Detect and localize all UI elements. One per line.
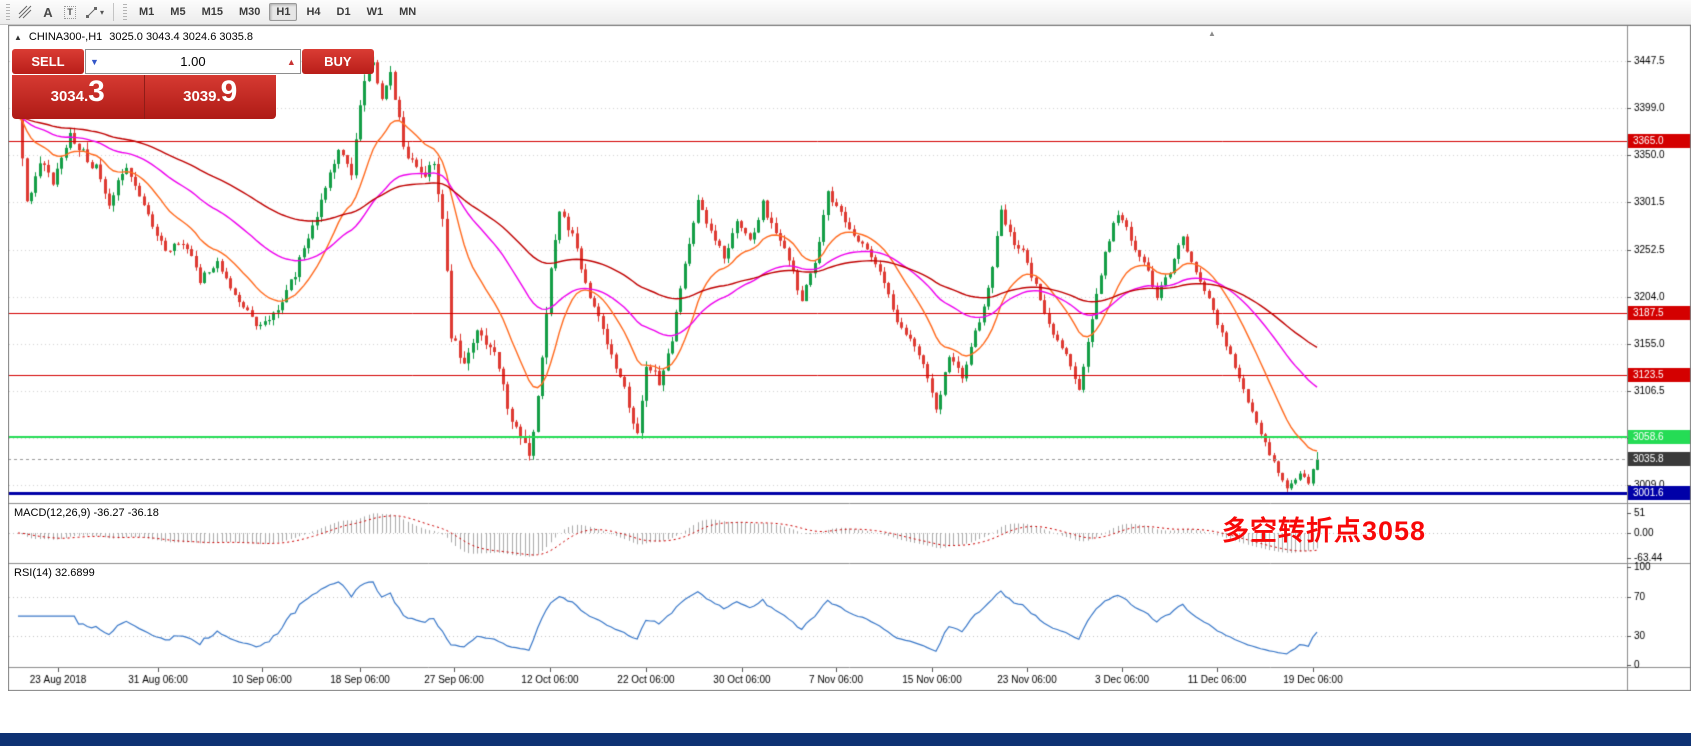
timeframe-m1-button[interactable]: M1	[132, 3, 161, 21]
timeframe-w1-button[interactable]: W1	[360, 3, 391, 21]
timeframe-m15-button[interactable]: M15	[195, 3, 230, 21]
one-click-trading-panel: SELL ▼ ▲ BUY 3034. 3 3039. 9	[12, 49, 374, 119]
timeframe-mn-button[interactable]: MN	[392, 3, 423, 21]
sell-price-big-digit: 3	[88, 75, 105, 108]
sell-button[interactable]: SELL	[12, 49, 84, 74]
hatch-icon	[18, 5, 32, 18]
chart-text-annotation: 多空转折点3058	[1222, 516, 1427, 546]
macd-indicator-label: MACD(12,26,9) -36.27 -36.18	[14, 507, 159, 519]
sell-price-head: 3034.	[50, 88, 89, 105]
status-bar	[0, 733, 1691, 746]
label-tool-button[interactable]: T	[60, 2, 80, 22]
volume-input[interactable]	[102, 53, 283, 70]
buy-price[interactable]: 3039. 9	[144, 75, 276, 119]
symbol-period-label: CHINA300-,H1	[28, 31, 103, 43]
chart-window: ▲ CHINA300-,H1 3025.0 3043.4 3024.6 3035…	[8, 25, 1691, 691]
timeframe-h4-button[interactable]: H4	[299, 3, 327, 21]
timeframe-grip[interactable]	[123, 4, 128, 20]
crosshair-tool-button[interactable]	[15, 2, 36, 22]
timeframe-m5-button[interactable]: M5	[163, 3, 192, 21]
timeframe-h1-button[interactable]: H1	[269, 3, 298, 21]
toolbar: A T ▾ M1 M5 M15 M30 H1 H4 D1 W1 MN	[0, 0, 1691, 25]
text-tool-icon: A	[43, 4, 53, 20]
volume-box: ▼ ▲	[85, 49, 301, 74]
buy-price-head: 3039.	[183, 88, 221, 105]
rsi-indicator-label: RSI(14) 32.6899	[14, 567, 95, 579]
chevron-down-icon: ▾	[100, 7, 105, 17]
chart-shift-marker-icon[interactable]: ▲	[1208, 29, 1216, 38]
chart-canvas[interactable]	[8, 25, 1691, 691]
text-tool-button[interactable]: A	[38, 2, 58, 22]
ohlc-values: 3025.0 3043.4 3024.6 3035.8	[109, 31, 254, 43]
sell-price[interactable]: 3034. 3	[12, 75, 145, 119]
one-click-collapse-icon[interactable]: ▲	[14, 32, 22, 42]
volume-increase-icon[interactable]: ▲	[286, 56, 296, 67]
timeframe-m30-button[interactable]: M30	[232, 3, 267, 21]
toolbar-grip[interactable]	[6, 4, 10, 20]
label-tool-icon: T	[64, 5, 76, 19]
chart-title: ▲ CHINA300-,H1 3025.0 3043.4 3024.6 3035…	[14, 31, 253, 43]
timeframe-d1-button[interactable]: D1	[330, 3, 358, 21]
volume-decrease-icon[interactable]: ▼	[90, 56, 99, 67]
trendline-icon	[86, 6, 97, 18]
toolbar-separator	[113, 3, 115, 21]
buy-button[interactable]: BUY	[301, 49, 374, 74]
line-studies-button[interactable]: ▾	[82, 2, 107, 22]
buy-price-big-digit: 9	[220, 75, 238, 108]
chart-area: ▲ CHINA300-,H1 3025.0 3043.4 3024.6 3035…	[0, 25, 1691, 691]
